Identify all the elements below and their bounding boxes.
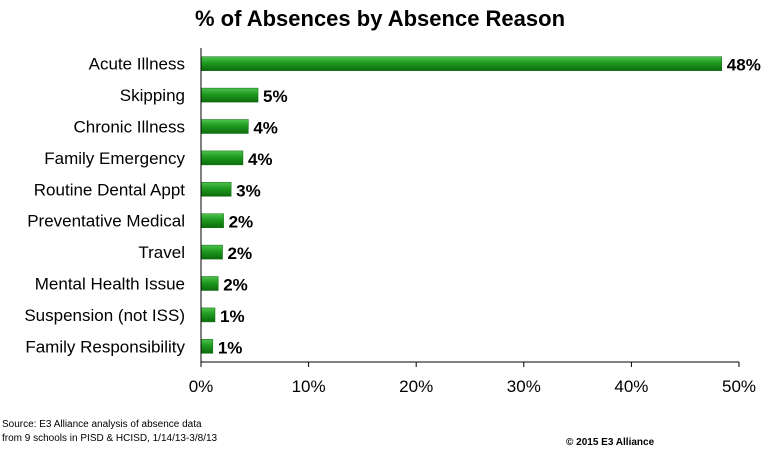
data-label: 2%: [223, 276, 248, 295]
bar: [200, 56, 723, 71]
source-note-line-1: Source: E3 Alliance analysis of absence …: [2, 419, 202, 430]
category-label: Routine Dental Appt: [34, 180, 185, 199]
bar: [200, 87, 259, 103]
category-label: Skipping: [120, 86, 185, 105]
data-label: 3%: [236, 181, 261, 200]
category-label: Acute Illness: [89, 55, 185, 74]
x-tick-label: 40%: [614, 377, 648, 396]
category-label: Chronic Illness: [74, 118, 186, 137]
bar: [200, 119, 249, 134]
data-label: 5%: [263, 87, 288, 106]
category-label: Preventative Medical: [27, 212, 185, 231]
x-tick-label: 20%: [399, 377, 433, 396]
data-label: 4%: [253, 119, 278, 138]
data-label: 2%: [229, 213, 254, 232]
category-label: Family Emergency: [44, 149, 185, 168]
x-tick-label: 0%: [189, 377, 214, 396]
data-label: 2%: [228, 244, 253, 263]
bar: [200, 150, 244, 166]
data-label: 1%: [220, 307, 245, 326]
bar: [200, 339, 214, 354]
copyright-notice: © 2015 E3 Alliance: [566, 437, 655, 448]
data-label: 1%: [218, 338, 243, 357]
category-label: Family Responsibility: [25, 337, 185, 356]
bar: [200, 182, 232, 197]
x-tick-label: 10%: [292, 377, 326, 396]
category-label: Suspension (not ISS): [24, 306, 185, 325]
data-label: 48%: [727, 56, 761, 75]
x-tick-label: 30%: [507, 377, 541, 396]
source-note-line-2: from 9 schools in PISD & HCISD, 1/14/13-…: [2, 433, 218, 444]
bar: [200, 276, 219, 291]
x-tick-label: 50%: [722, 377, 756, 396]
bar: [200, 307, 216, 323]
category-label: Travel: [138, 243, 185, 262]
category-label: Mental Health Issue: [35, 275, 185, 294]
data-label: 4%: [248, 150, 273, 169]
chart-title: % of Absences by Absence Reason: [194, 6, 566, 31]
bar: [200, 244, 223, 260]
bar: [200, 213, 224, 228]
